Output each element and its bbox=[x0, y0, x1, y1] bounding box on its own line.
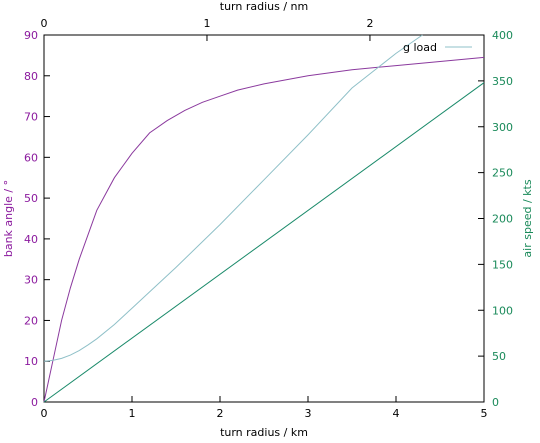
x-tick-label-top: 1 bbox=[203, 17, 210, 30]
x-tick-label-bottom: 4 bbox=[393, 407, 400, 420]
y-tick-label-left: 50 bbox=[24, 192, 38, 205]
y-tick-label-left: 30 bbox=[24, 274, 38, 287]
x-tick-label-bottom: 3 bbox=[305, 407, 312, 420]
y-tick-label-right: 400 bbox=[492, 29, 513, 42]
air-speed-line bbox=[43, 82, 485, 403]
plot-frame bbox=[43, 34, 485, 403]
x-axis-title-top: turn radius / nm bbox=[220, 0, 308, 13]
x-tick-label-top: 2 bbox=[366, 17, 373, 30]
y-tick-label-left: 90 bbox=[24, 29, 38, 42]
y-tick-label-left: 40 bbox=[24, 233, 38, 246]
g-load-line bbox=[43, 34, 423, 362]
tick-marks bbox=[43, 34, 485, 403]
y-tick-label-right: 200 bbox=[492, 213, 513, 226]
y-tick-label-left: 60 bbox=[24, 151, 38, 164]
y-axis-title-left: bank angle / ° bbox=[2, 180, 15, 257]
x-tick-label-bottom: 2 bbox=[217, 407, 224, 420]
y-tick-label-right: 350 bbox=[492, 75, 513, 88]
y-tick-label-right: 100 bbox=[492, 304, 513, 317]
y-tick-label-right: 0 bbox=[492, 396, 499, 409]
y-axis-title-right: air speed / kts bbox=[521, 179, 534, 257]
y-tick-label-left: 70 bbox=[24, 111, 38, 124]
y-tick-label-right: 150 bbox=[492, 258, 513, 271]
y-tick-label-left: 80 bbox=[24, 70, 38, 83]
bank-angle-line bbox=[43, 56, 485, 403]
y-tick-label-right: 250 bbox=[492, 167, 513, 180]
x-tick-label-bottom: 0 bbox=[41, 407, 48, 420]
y-tick-label-right: 50 bbox=[492, 350, 506, 363]
y-tick-label-right: 300 bbox=[492, 121, 513, 134]
legend-label-g-load: g load bbox=[403, 41, 437, 54]
legend: g load bbox=[403, 41, 472, 54]
x-axis-title-bottom: turn radius / km bbox=[220, 426, 308, 439]
tick-labels: 0 1 2 3 4 50 1 20102030405060708090050100150200… bbox=[24, 17, 513, 420]
x-tick-label-bottom: 1 bbox=[129, 407, 136, 420]
x-tick-label-bottom: 5 bbox=[481, 407, 488, 420]
y-tick-label-left: 20 bbox=[24, 314, 38, 327]
y-tick-label-left: 10 bbox=[24, 355, 38, 368]
y-tick-label-left: 0 bbox=[31, 396, 38, 409]
data-series bbox=[43, 34, 485, 403]
x-tick-label-top: 0 bbox=[41, 17, 48, 30]
